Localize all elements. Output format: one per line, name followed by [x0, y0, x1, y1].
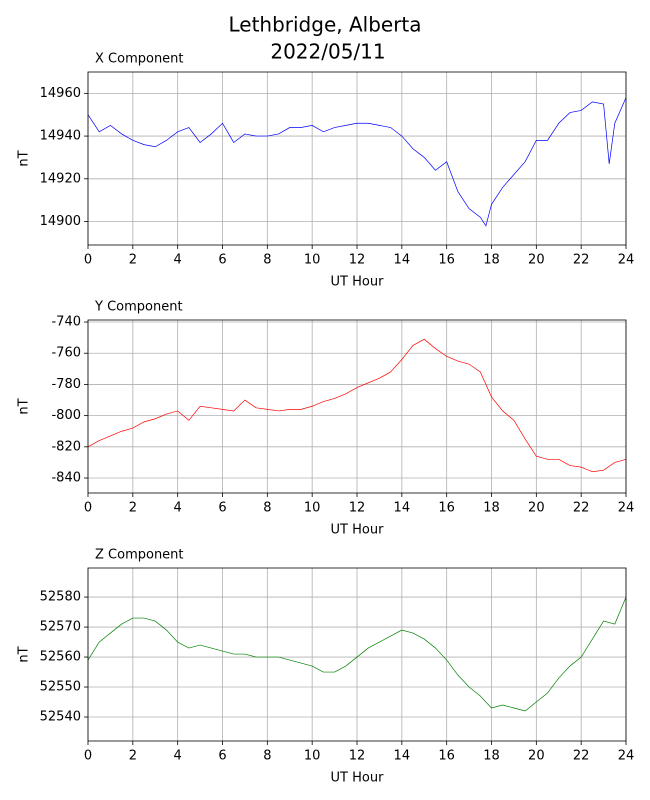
y-tick-label: 52550	[40, 680, 81, 695]
x-tick-label: 0	[84, 749, 92, 764]
x-tick-label: 18	[483, 501, 500, 516]
x-tick-label: 22	[573, 749, 590, 764]
y-tick-label: -760	[51, 346, 81, 361]
figure-title: Lethbridge, Alberta	[228, 13, 421, 37]
x-tick-label: 2	[129, 749, 137, 764]
x-tick-label: 24	[618, 253, 635, 268]
plot-frame	[87, 71, 627, 246]
y-tick-label: 14900	[40, 214, 81, 229]
x-tick-label: 16	[438, 501, 455, 516]
x-tick-label: 6	[218, 749, 226, 764]
x-tick-label: 14	[394, 253, 411, 268]
y-tick-label: 14920	[40, 171, 81, 186]
x-tick-label: 24	[618, 501, 635, 516]
x-tick-label: 8	[263, 253, 271, 268]
data-line	[87, 338, 627, 473]
y-tick-label: -780	[51, 377, 81, 392]
x-tick-label: 22	[573, 501, 590, 516]
y-tick-label: -800	[51, 408, 81, 423]
x-axis-label: UT Hour	[331, 275, 385, 290]
x-tick-label: 24	[618, 749, 635, 764]
x-tick-label: 22	[573, 253, 590, 268]
x-tick-label: 4	[174, 749, 182, 764]
y-tick-label: 52580	[40, 590, 81, 605]
x-axis-label: UT Hour	[331, 771, 385, 786]
data-line	[87, 596, 627, 712]
x-tick-label: 0	[84, 253, 92, 268]
x-tick-label: 10	[304, 253, 321, 268]
y-tick-label: 52560	[40, 650, 81, 665]
x-tick-label: 16	[438, 253, 455, 268]
y-tick-label: -740	[51, 315, 81, 330]
x-tick-label: 2	[129, 501, 137, 516]
x-tick-label: 20	[528, 749, 545, 764]
plot-frame	[87, 567, 627, 742]
x-tick-label: 4	[174, 501, 182, 516]
y-tick-label: 52540	[40, 710, 81, 725]
y-tick-label: 52570	[40, 620, 81, 635]
x-tick-label: 18	[483, 253, 500, 268]
figure-subtitle: 2022/05/11	[270, 40, 385, 64]
x-tick-label: 16	[438, 749, 455, 764]
subplot-title: Y Component	[94, 300, 183, 315]
x-axis-label: UT Hour	[331, 523, 385, 538]
x-tick-label: 12	[349, 501, 366, 516]
data-line	[87, 97, 627, 227]
subplot-title: X Component	[95, 52, 184, 67]
x-tick-label: 6	[218, 501, 226, 516]
x-tick-label: 8	[263, 501, 271, 516]
plot-frame	[87, 319, 627, 494]
subplot-title: Z Component	[95, 548, 184, 563]
x-tick-label: 18	[483, 749, 500, 764]
x-tick-label: 8	[263, 749, 271, 764]
x-tick-label: 10	[304, 501, 321, 516]
x-tick-label: 12	[349, 749, 366, 764]
x-tick-label: 20	[528, 253, 545, 268]
x-tick-label: 12	[349, 253, 366, 268]
y-axis-label: nT	[17, 398, 32, 414]
x-tick-label: 14	[394, 501, 411, 516]
y-axis-label: nT	[17, 646, 32, 662]
y-axis-label: nT	[17, 150, 32, 166]
y-tick-label: -820	[51, 439, 81, 454]
x-tick-label: 0	[84, 501, 92, 516]
y-tick-label: -840	[51, 471, 81, 486]
x-tick-label: 20	[528, 501, 545, 516]
x-tick-label: 4	[174, 253, 182, 268]
x-tick-label: 10	[304, 749, 321, 764]
x-tick-label: 6	[218, 253, 226, 268]
x-tick-label: 2	[129, 253, 137, 268]
y-tick-label: 14960	[40, 86, 81, 101]
x-tick-label: 14	[394, 749, 411, 764]
y-tick-label: 14940	[40, 129, 81, 144]
